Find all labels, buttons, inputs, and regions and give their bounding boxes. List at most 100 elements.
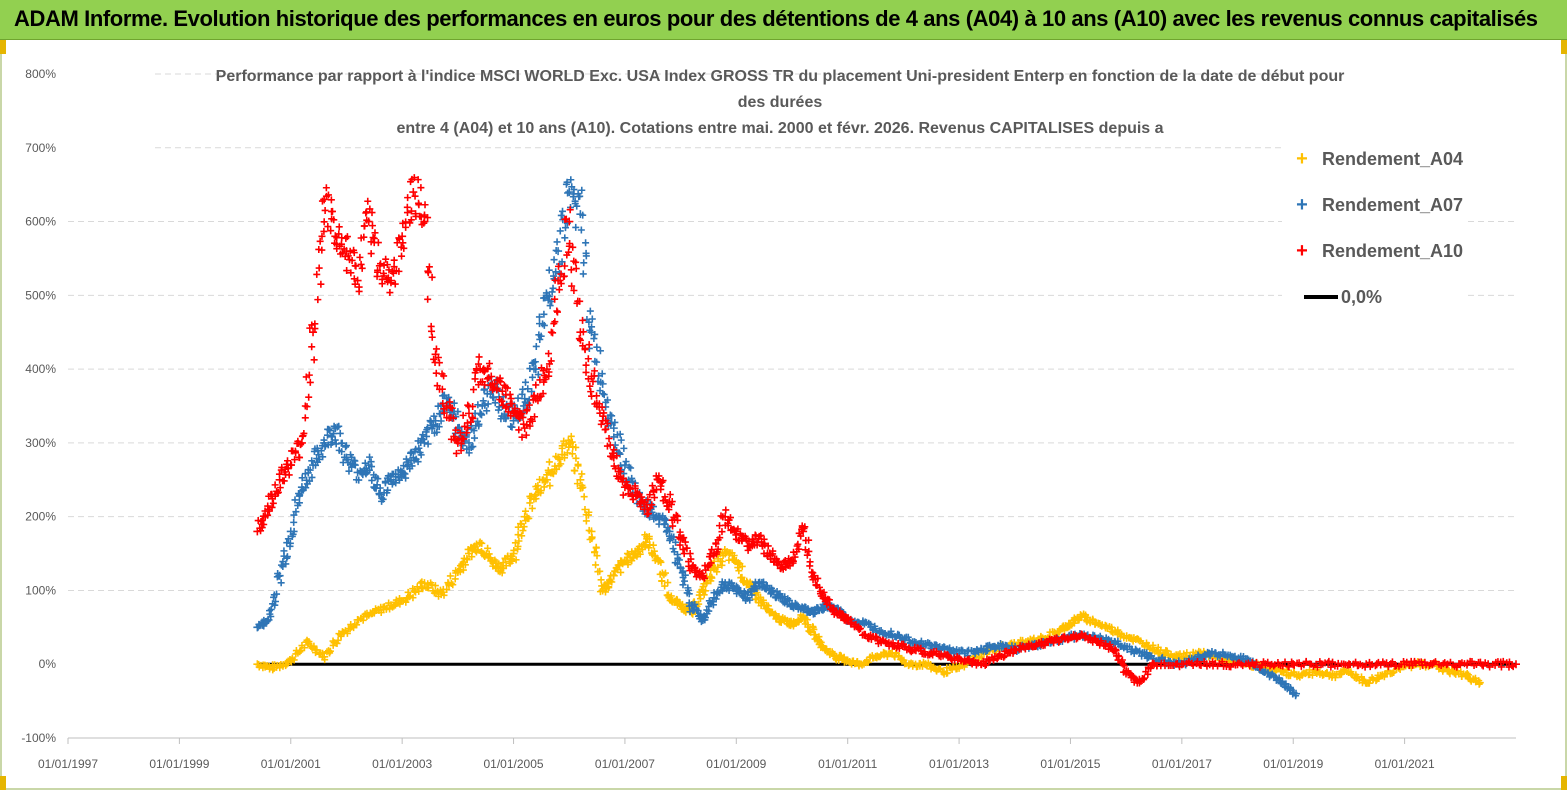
scatter-mark: [285, 471, 293, 479]
scatter-mark: [407, 207, 415, 215]
scatter-mark: [380, 272, 388, 280]
scatter-mark: [679, 581, 687, 589]
scatter-mark: [390, 602, 398, 610]
scatter-mark: [578, 470, 586, 478]
scatter-mark: [1497, 663, 1505, 671]
scatter-mark: [395, 267, 403, 275]
scatter-mark: [572, 265, 580, 273]
scatter-mark: [1301, 670, 1309, 678]
scatter-mark: [522, 507, 530, 515]
scatter-mark: [576, 297, 584, 305]
scatter-mark: [277, 561, 285, 569]
scatter-mark: [638, 493, 646, 501]
scatter-mark: [608, 578, 616, 586]
scatter-mark: [390, 256, 398, 264]
scatter-mark: [582, 252, 590, 260]
scatter-mark: [661, 569, 669, 577]
scatter-mark: [550, 256, 558, 264]
scatter-mark: [789, 559, 797, 567]
scatter-mark: [314, 296, 322, 304]
scatter-mark: [797, 532, 805, 540]
scatter-mark: [764, 542, 772, 550]
scatter-mark: [348, 256, 356, 264]
scatter-mark: [395, 476, 403, 484]
scatter-mark: [483, 407, 491, 415]
scatter-mark: [424, 214, 432, 222]
scatter-mark: [572, 443, 580, 451]
scatter-mark: [573, 202, 581, 210]
scatter-mark: [657, 485, 665, 493]
scatter-mark: [402, 474, 410, 482]
scatter-mark: [708, 573, 716, 581]
scatter-mark: [582, 239, 590, 247]
scatter-mark: [622, 478, 630, 486]
scatter-mark: [524, 385, 532, 393]
scatter-mark: [659, 477, 667, 485]
data-point: [1292, 689, 1301, 698]
scatter-mark: [402, 598, 410, 606]
scatter-mark: [579, 483, 587, 491]
scatter-mark: [410, 174, 418, 182]
scatter-mark: [805, 536, 813, 544]
scatter-mark: [622, 458, 630, 466]
scatter-mark: [613, 452, 621, 460]
scatter-mark: [1295, 659, 1303, 667]
scatter-mark: [324, 191, 332, 199]
scatter-mark: [511, 404, 519, 412]
scatter-mark: [291, 456, 299, 464]
scatter-mark: [440, 409, 448, 417]
scatter-mark: [593, 343, 601, 351]
scatter-mark: [468, 553, 476, 561]
scatter-mark: [399, 239, 407, 247]
scatter-mark: [301, 414, 309, 422]
scatter-mark: [891, 653, 899, 661]
scatter-mark: [448, 404, 456, 412]
scatter-mark: [553, 307, 561, 315]
scatter-mark: [462, 429, 470, 437]
scatter-mark: [545, 266, 553, 274]
scatter-mark: [447, 579, 455, 587]
x-tick-label: 01/01/2005: [484, 757, 544, 771]
scatter-mark: [835, 656, 843, 664]
scatter-mark: [1286, 684, 1294, 692]
scatter-mark: [369, 233, 377, 241]
scatter-mark: [557, 460, 565, 468]
scatter-mark: [598, 403, 606, 411]
scatter-mark: [264, 511, 272, 519]
scatter-mark: [485, 550, 493, 558]
scatter-mark: [552, 268, 560, 276]
scatter-mark: [494, 406, 502, 414]
scatter-mark: [533, 485, 541, 493]
data-point: [464, 409, 473, 418]
scatter-mark: [650, 494, 658, 502]
scatter-mark: [678, 600, 686, 608]
scatter-mark: [404, 194, 412, 202]
scatter-mark: [335, 230, 343, 238]
scatter-mark: [568, 282, 576, 290]
scatter-mark: [417, 451, 425, 459]
scatter-mark: [1253, 658, 1261, 666]
scatter-mark: [1285, 663, 1293, 671]
scatter-mark: [1383, 659, 1391, 667]
legend-item-a07: + Rendement_A07: [1282, 192, 1463, 218]
scatter-mark: [357, 260, 365, 268]
scatter-mark: [539, 390, 547, 398]
scatter-mark: [579, 211, 587, 219]
scatter-mark: [806, 627, 814, 635]
y-tick-label: -100%: [21, 731, 56, 745]
scatter-mark: [610, 446, 618, 454]
scatter-mark: [400, 244, 408, 252]
scatter-mark: [644, 510, 652, 518]
scatter-mark: [356, 253, 364, 261]
scatter-mark: [260, 521, 268, 529]
data-point: [1475, 678, 1484, 687]
scatter-mark: [549, 329, 557, 337]
scatter-mark: [318, 232, 326, 240]
scatter-mark: [382, 255, 390, 263]
scatter-mark: [587, 388, 595, 396]
scatter-mark: [432, 345, 440, 353]
scatter-mark: [407, 448, 415, 456]
scatter-mark: [604, 396, 612, 404]
series-rendement_a04: [253, 432, 1484, 688]
scatter-mark: [485, 360, 493, 368]
